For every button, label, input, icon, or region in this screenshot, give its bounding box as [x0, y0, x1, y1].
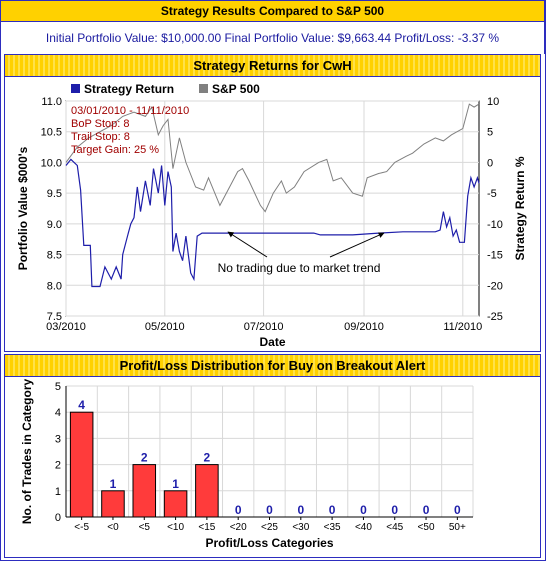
- x-tick-label: 11/2010: [443, 321, 482, 333]
- bar-x-tick-label: <30: [292, 522, 309, 533]
- bar-data-label: 0: [423, 503, 430, 517]
- bar: [132, 464, 157, 518]
- y2-tick-label: 0: [487, 157, 493, 169]
- bar-x-tick-label: 50+: [449, 522, 466, 533]
- bar-y-tick-label: 3: [55, 433, 61, 445]
- series-line-strategy: [65, 158, 480, 288]
- bar-chart: 0 1 2 3 4 5 4 <-5 1 <0 2 <5 1 <10 2 <15 0 <20 0 <25 0 <30 0 <35…: [20, 378, 474, 550]
- bar-x-tick-label: <10: [167, 522, 184, 533]
- line-chart: Strategy Return S&P 500 7.5 8.0 8.5 9.0 9.5 10.…: [16, 82, 527, 349]
- y-tick-label: 9.0: [47, 219, 62, 231]
- bar-y-axis-label: No. of Trades in Category: [20, 378, 34, 524]
- bar: [195, 464, 219, 518]
- x-tick-label: 03/2010: [46, 321, 86, 333]
- bar-data-label: 2: [204, 451, 211, 465]
- y-tick-label: 10.5: [41, 127, 62, 139]
- bar-y-tick-label: 0: [55, 512, 61, 524]
- legend-label-sp500: S&P 500: [212, 82, 260, 96]
- bar-x-tick-label: <35: [324, 522, 341, 533]
- bar-data-label: 0: [391, 503, 398, 517]
- series-line-sp500: [65, 103, 480, 213]
- bar-data-label: 1: [110, 477, 117, 491]
- bar-x-tick-label: <50: [418, 522, 435, 533]
- bar: [163, 490, 188, 518]
- bar-data-label: 0: [235, 503, 242, 517]
- x-tick-label: 05/2010: [145, 321, 185, 333]
- x-axis-label: Date: [259, 335, 285, 349]
- bar-data-label: 4: [78, 398, 85, 412]
- y2-tick-label: -25: [487, 311, 503, 323]
- bar-data-label: 1: [172, 477, 179, 491]
- y2-tick-label: -20: [487, 280, 503, 292]
- y-tick-label: 10.0: [41, 157, 62, 169]
- y2-tick-label: -5: [487, 188, 497, 200]
- bar-chart-title: Profit/Loss Distribution for Buy on Brea…: [5, 355, 540, 377]
- bar-x-tick-label: <40: [355, 522, 372, 533]
- profit-loss-panel: Profit/Loss Distribution for Buy on Brea…: [4, 354, 541, 558]
- bar-data-label: 0: [266, 503, 273, 517]
- info-box-line: Target Gain: 25 %: [71, 144, 159, 156]
- bar-plot-area: [66, 386, 473, 517]
- bar-x-tick-label: <5: [139, 522, 151, 533]
- bar: [69, 411, 94, 518]
- annotation-text: No trading due to market trend: [218, 261, 381, 275]
- legend-swatch-strategy: [71, 84, 80, 93]
- bar-x-tick-label: <25: [261, 522, 278, 533]
- legend-label-strategy: Strategy Return: [84, 82, 174, 96]
- bar: [101, 490, 125, 518]
- info-box-line: 03/01/2010 - 11/11/2010: [71, 105, 189, 117]
- bar-data-label: 0: [329, 503, 336, 517]
- bar-x-tick-label: <-5: [74, 522, 89, 533]
- bar-x-tick-label: <15: [198, 522, 215, 533]
- annotation-arrow-left: [227, 231, 268, 258]
- portfolio-summary: Initial Portfolio Value: $10,000.00 Fina…: [0, 22, 545, 54]
- bar-data-label: 0: [297, 503, 304, 517]
- x-tick-label: 09/2010: [344, 321, 384, 333]
- y2-axis-label: Strategy Return %: [513, 156, 527, 260]
- bar-y-tick-label: 5: [55, 381, 61, 393]
- annotation-arrow-right: [329, 232, 385, 258]
- bar-x-tick-label: <0: [107, 522, 119, 533]
- y2-tick-label: 5: [487, 127, 493, 139]
- bar-data-label: 0: [454, 503, 461, 517]
- bar-x-tick-label: <20: [230, 522, 247, 533]
- bar-y-tick-label: 2: [55, 460, 61, 472]
- y-tick-label: 9.5: [47, 188, 62, 200]
- y2-tick-label: -15: [487, 250, 503, 262]
- bar-data-label: 0: [360, 503, 367, 517]
- bar-x-tick-label: <45: [386, 522, 403, 533]
- legend-swatch-sp500: [199, 84, 208, 93]
- bar-y-tick-label: 1: [55, 486, 61, 498]
- y2-tick-label: 10: [487, 96, 499, 108]
- strategy-returns-panel: Strategy Returns for CwH Strategy Return…: [4, 54, 541, 352]
- info-box-line: BoP Stop: 8: [71, 118, 130, 130]
- y-axis-label: Portfolio Value $000's: [16, 146, 30, 270]
- x-tick-label: 07/2010: [244, 321, 284, 333]
- y-tick-label: 8.5: [47, 250, 62, 262]
- y-tick-label: 11.0: [41, 96, 62, 108]
- y-tick-label: 7.5: [47, 311, 62, 323]
- info-box-line: Trail Stop: 8: [71, 131, 130, 143]
- bar-data-label: 2: [141, 451, 148, 465]
- y-tick-label: 8.0: [47, 280, 62, 292]
- line-chart-title: Strategy Returns for CwH: [5, 55, 540, 77]
- report-title: Strategy Results Compared to S&P 500: [0, 0, 545, 22]
- bar-y-tick-label: 4: [55, 407, 61, 419]
- y2-tick-label: -10: [487, 219, 503, 231]
- bar-x-axis-label: Profit/Loss Categories: [205, 536, 333, 550]
